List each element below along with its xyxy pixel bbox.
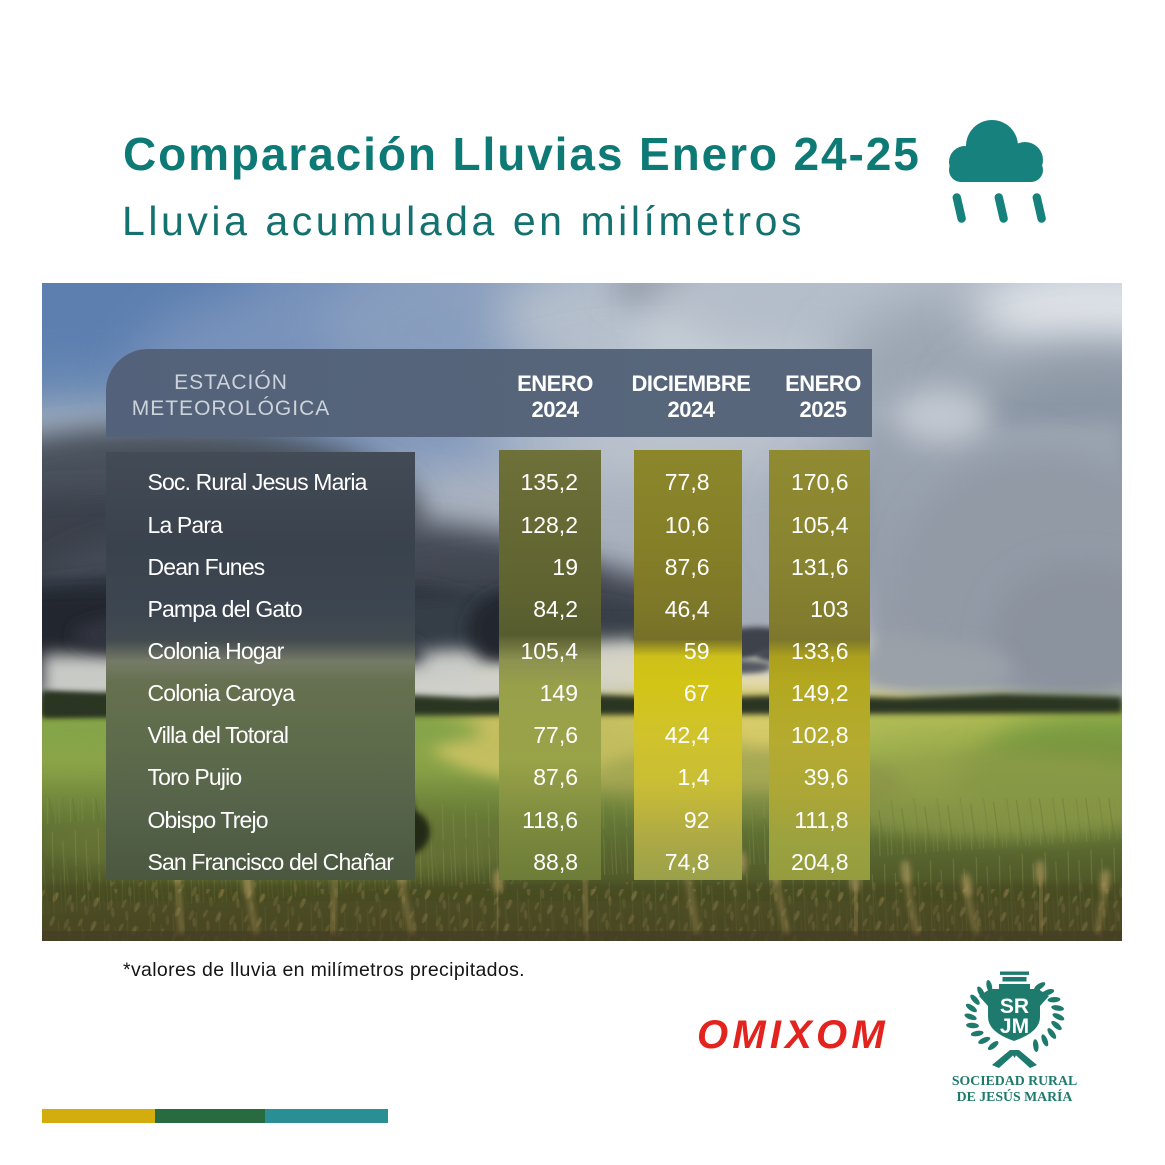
svg-text:SR: SR [1000, 995, 1029, 1018]
svg-text:SOCIEDAD RURAL: SOCIEDAD RURAL [952, 1073, 1077, 1088]
svg-text:DE JESÚS MARÍA: DE JESÚS MARÍA [957, 1088, 1073, 1104]
svg-text:JM: JM [1000, 1015, 1029, 1038]
